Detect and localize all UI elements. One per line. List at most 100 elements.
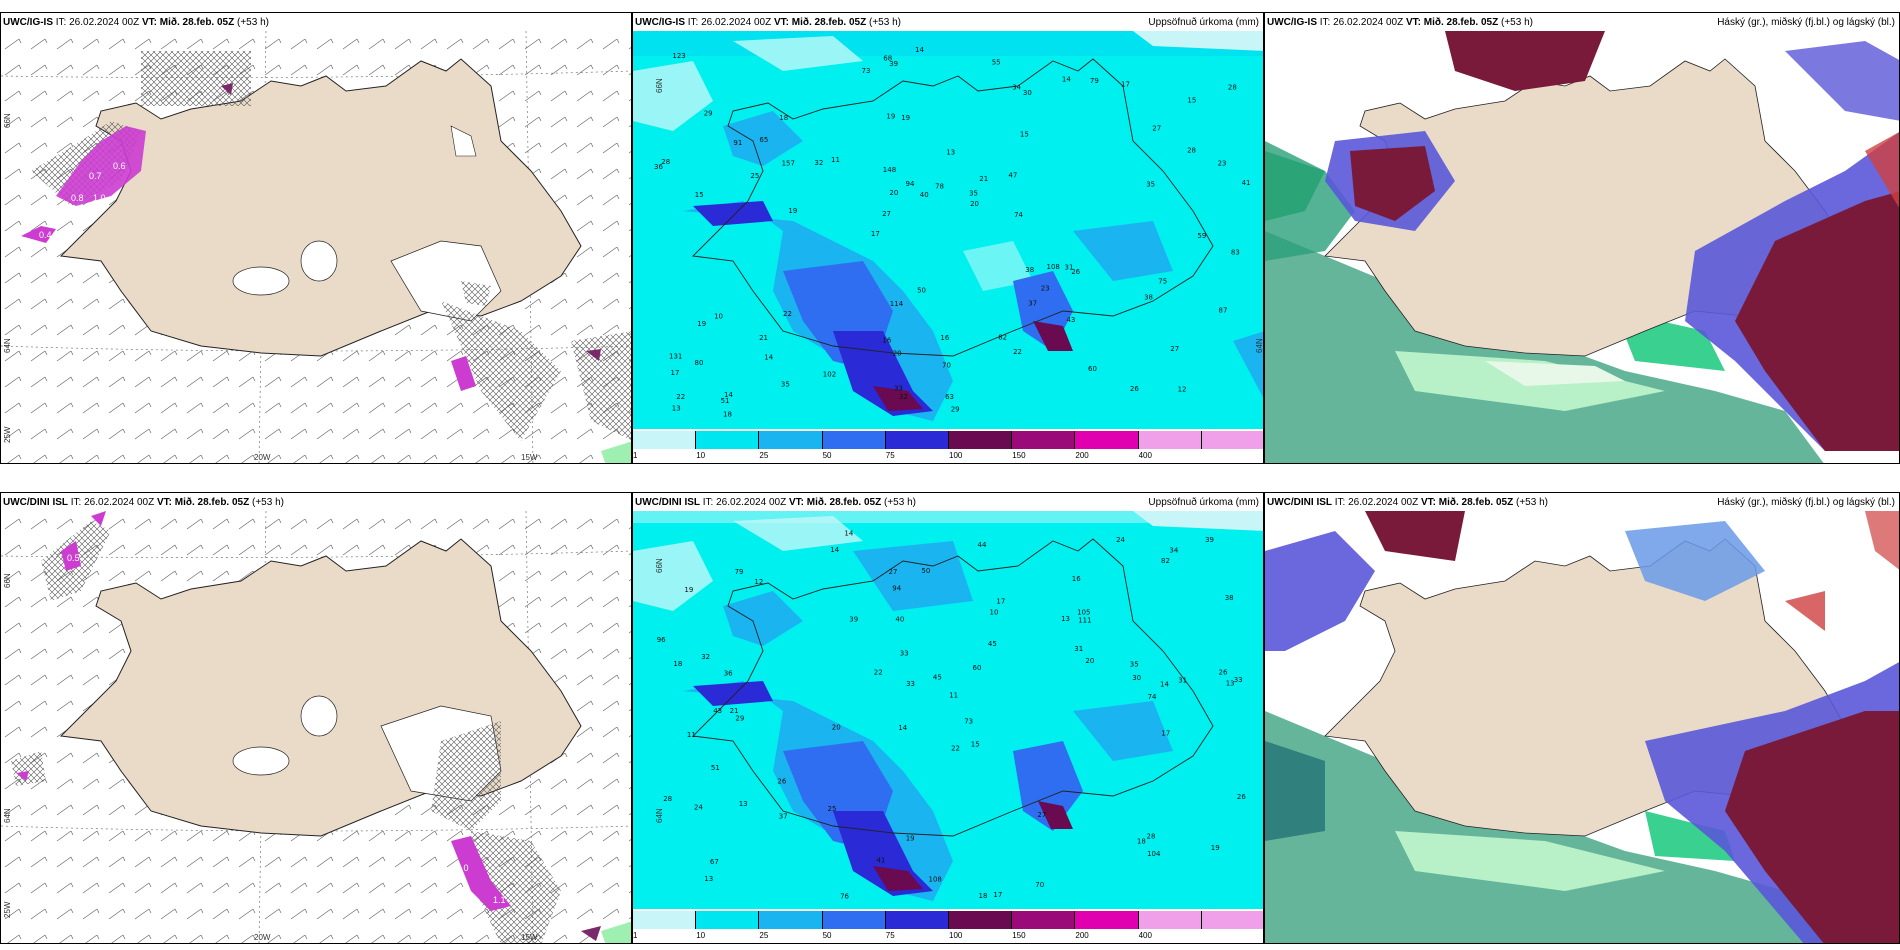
precip-value: 79 bbox=[1090, 77, 1099, 85]
lat-label: 66N bbox=[655, 558, 664, 573]
colorbar-label: 100 bbox=[949, 451, 963, 460]
precip-value: 30 bbox=[1023, 89, 1032, 97]
precip-value: 35 bbox=[1146, 180, 1155, 188]
precip-value: 19 bbox=[1211, 844, 1220, 852]
precip-value: 104 bbox=[1147, 850, 1161, 858]
precip-value: 50 bbox=[921, 567, 930, 575]
precip-value: 41 bbox=[1242, 179, 1251, 187]
precip-value: 76 bbox=[840, 893, 849, 901]
precip-value: 33 bbox=[906, 680, 915, 688]
colorbar-cell bbox=[949, 431, 1013, 449]
precip-value: 39 bbox=[849, 616, 858, 624]
precip-value: 63 bbox=[945, 393, 954, 401]
panel-wind-top: UWC/IG-IS IT: 26.02.2024 00Z VT: Mið. 28… bbox=[0, 12, 632, 464]
product-label: Háský (gr.), miðský (fj.bl.) og lágský (… bbox=[1717, 497, 1895, 508]
precip-value: 45 bbox=[933, 674, 942, 682]
lat-label: 64N bbox=[1255, 338, 1264, 353]
precip-value: 36 bbox=[724, 669, 733, 677]
precip-value: 14 bbox=[764, 354, 773, 362]
precip-value: 35 bbox=[969, 190, 978, 198]
precip-value: 75 bbox=[1158, 277, 1167, 285]
wind-map: 0.5 2.0 1.1 bbox=[1, 511, 631, 943]
precip-value: 15 bbox=[1187, 97, 1196, 105]
colorbar-cell bbox=[1012, 911, 1076, 929]
precip-value: 43 bbox=[713, 707, 722, 715]
precip-value: 21 bbox=[759, 334, 768, 342]
precip-value: 43 bbox=[1066, 316, 1075, 324]
precip-value: 22 bbox=[951, 744, 960, 752]
colorbar-label: 25 bbox=[759, 931, 769, 940]
lat-label: 25W bbox=[3, 901, 12, 918]
precip-value: 25 bbox=[750, 172, 759, 180]
precip-value: 32 bbox=[814, 159, 823, 167]
colorbar-label: 50 bbox=[822, 451, 832, 460]
precip-value: 70 bbox=[1035, 881, 1044, 889]
lat-label: 66N bbox=[3, 113, 12, 128]
precip-value: 28 bbox=[661, 158, 670, 166]
precip-value: 38 bbox=[1025, 266, 1034, 274]
precip-value: 17 bbox=[871, 230, 880, 238]
precip-value: 30 bbox=[1132, 674, 1141, 682]
colorbar-label: 50 bbox=[822, 931, 832, 940]
precip-value: 22 bbox=[874, 669, 883, 677]
precip-value: 14 bbox=[844, 530, 853, 538]
precip-value: 28 bbox=[1228, 84, 1237, 92]
precip-value: 40 bbox=[895, 616, 904, 624]
precip-value: 13 bbox=[739, 800, 748, 808]
precip-value: 28 bbox=[663, 795, 672, 803]
colorbar-label: 1 bbox=[633, 931, 638, 940]
panel-cloud-bottom: UWC/DINI ISL IT: 26.02.2024 00Z VT: Mið.… bbox=[1264, 492, 1900, 944]
precip-value: 82 bbox=[998, 333, 1007, 341]
panel-precip-bottom: UWC/DINI ISL IT: 26.02.2024 00Z VT: Mið.… bbox=[632, 492, 1264, 944]
precip-value: 14 bbox=[915, 46, 924, 54]
value-label: 0.8 bbox=[71, 193, 84, 203]
precip-value: 15 bbox=[695, 191, 704, 199]
colorbar-cell bbox=[1075, 911, 1139, 929]
precip-value: 14 bbox=[898, 724, 907, 732]
colorbar-label: 10 bbox=[696, 931, 706, 940]
colorbar-cell bbox=[1075, 431, 1139, 449]
precip-value: 19 bbox=[886, 113, 895, 121]
precip-value: 37 bbox=[1028, 299, 1037, 307]
precip-value: 24 bbox=[1116, 536, 1125, 544]
precip-value: 131 bbox=[669, 353, 682, 361]
precip-value: 108 bbox=[1047, 263, 1060, 271]
precip-value: 27 bbox=[1037, 811, 1046, 819]
precip-value: 17 bbox=[993, 891, 1002, 899]
precip-value: 14 bbox=[724, 391, 733, 399]
colorbar-label: 400 bbox=[1138, 451, 1152, 460]
panel-title: UWC/DINI ISL IT: 26.02.2024 00Z VT: Mið.… bbox=[1267, 497, 1548, 508]
precip-value: 26 bbox=[1130, 385, 1139, 393]
lon-label: 20W bbox=[254, 453, 271, 462]
precip-map: 12 15 15 17 15 14 19 13 10 11 17 14 19 21 26 29 39 41 38 28… bbox=[633, 31, 1263, 429]
precip-value: 26 bbox=[1071, 268, 1080, 276]
precip-value: 13 bbox=[946, 149, 955, 157]
colorbar-label: 25 bbox=[759, 451, 769, 460]
precip-value: 96 bbox=[657, 636, 666, 644]
value-label: 1.1 bbox=[493, 895, 506, 905]
precip-value: 94 bbox=[892, 585, 901, 593]
colorbar-cell bbox=[1201, 431, 1263, 449]
colorbar-cell bbox=[822, 911, 886, 929]
precip-value: 108 bbox=[929, 876, 942, 884]
precip-value: 12 bbox=[1178, 385, 1187, 393]
wind-map: 0.7 0.6 0.8 1.0 0.4 bbox=[1, 31, 631, 463]
precip-value: 114 bbox=[890, 300, 904, 308]
precip-value: 37 bbox=[779, 813, 788, 821]
precip-value: 94 bbox=[906, 180, 915, 188]
precip-value: 51 bbox=[721, 397, 730, 405]
colorbar-label: 75 bbox=[885, 451, 895, 460]
precip-value: 55 bbox=[992, 59, 1001, 67]
precip-value: 91 bbox=[733, 139, 742, 147]
colorbar-cell bbox=[822, 431, 886, 449]
precip-value: 11 bbox=[949, 692, 958, 700]
precip-value: 22 bbox=[783, 310, 792, 318]
colorbar-label: 10 bbox=[696, 451, 706, 460]
precip-value: 34 bbox=[1012, 84, 1021, 92]
precip-value: 31 bbox=[1074, 645, 1083, 653]
precip-value: 16 bbox=[882, 337, 891, 345]
precip-value: 27 bbox=[1170, 345, 1179, 353]
precip-value: 21 bbox=[730, 707, 739, 715]
precip-value: 17 bbox=[671, 369, 680, 377]
precip-value: 28 bbox=[1147, 833, 1156, 841]
